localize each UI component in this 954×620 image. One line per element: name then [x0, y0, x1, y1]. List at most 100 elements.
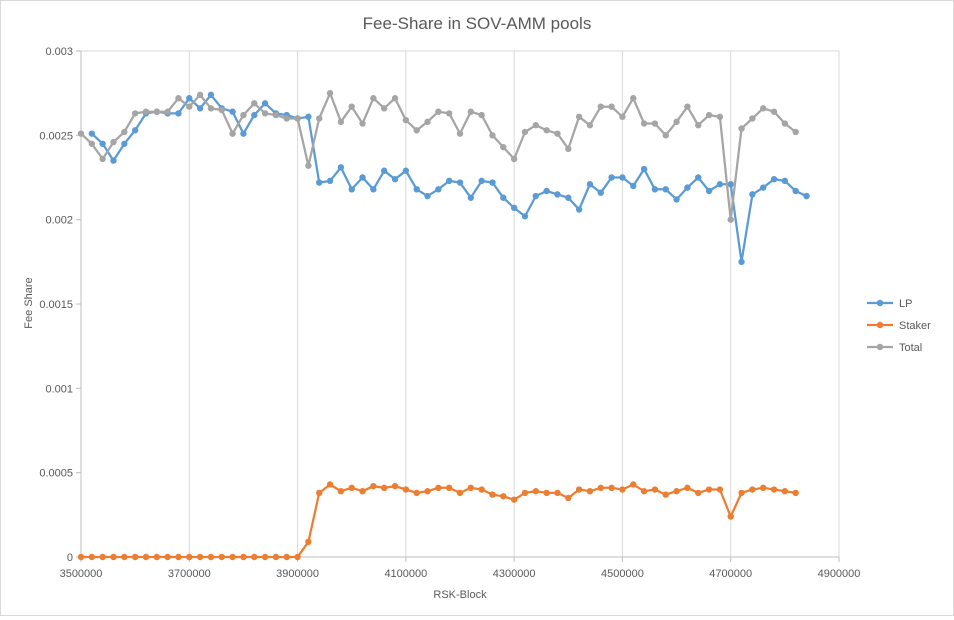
data-point-staker [294, 553, 301, 561]
data-point-total [370, 95, 377, 102]
legend-swatch-marker [876, 321, 884, 329]
legend-item-total: Total [867, 342, 922, 354]
data-point-lp [510, 204, 518, 212]
y-axis-title: Fee Share [23, 277, 35, 328]
data-point-lp [186, 95, 193, 102]
data-point-total [142, 108, 150, 115]
data-point-staker [435, 484, 442, 492]
data-point-lp [305, 113, 312, 120]
data-point-lp [521, 213, 529, 220]
data-point-lp [803, 192, 810, 200]
data-point-staker [478, 486, 485, 493]
data-point-lp [131, 127, 139, 134]
data-point-total [760, 105, 767, 112]
data-point-total [305, 162, 312, 169]
y-tick-label: 0.002 [45, 215, 73, 227]
data-point-staker [413, 489, 420, 497]
data-point-total [413, 127, 420, 134]
data-point-lp [207, 91, 215, 99]
data-point-lp [575, 206, 583, 213]
data-point-staker [316, 489, 323, 497]
data-point-staker [88, 553, 96, 561]
x-tick-label: 3500000 [60, 568, 103, 580]
data-point-lp [608, 174, 615, 181]
data-point-staker [142, 553, 150, 561]
data-point-lp [760, 184, 767, 191]
data-point-total [510, 155, 518, 163]
data-point-staker [121, 553, 128, 561]
data-point-total [283, 115, 290, 122]
data-point-lp [770, 175, 778, 183]
data-point-total [554, 130, 561, 137]
data-point-staker [99, 553, 106, 561]
data-point-staker [489, 491, 496, 498]
data-point-total [164, 108, 171, 115]
data-point-lp [651, 186, 659, 193]
data-point-lp [435, 186, 442, 193]
data-point-total [110, 138, 117, 146]
data-point-lp [749, 191, 756, 198]
data-point-staker [370, 482, 377, 490]
data-point-lp [792, 187, 799, 195]
data-point-lp [88, 130, 96, 137]
data-point-total [261, 110, 269, 117]
data-point-staker [695, 489, 702, 497]
data-point-total [402, 116, 410, 124]
data-point-lp [586, 181, 594, 188]
gridlines [81, 50, 840, 557]
data-point-staker [326, 481, 334, 488]
data-point-staker [565, 494, 572, 502]
data-point-staker [770, 486, 778, 493]
legend-item-staker: Staker [867, 320, 931, 332]
chart-title: Fee-Share in SOV-AMM pools [363, 14, 592, 33]
legend-label: Staker [899, 320, 931, 332]
data-point-staker [575, 486, 583, 493]
x-tick-label: 3700000 [168, 568, 211, 580]
series-layer [77, 89, 810, 561]
data-point-lp [359, 174, 366, 181]
data-point-total [99, 155, 106, 163]
data-point-total [121, 128, 128, 136]
x-axis-title: RSK-Block [433, 589, 487, 601]
data-point-lp [110, 157, 117, 164]
series-staker [77, 481, 799, 561]
data-point-staker [673, 488, 680, 495]
data-point-lp [727, 181, 734, 188]
x-tick-label: 4900000 [818, 568, 861, 580]
tick-labels: 0 0.0005 0.001 0.0015 0.002 0.0025 0.003 350000… [39, 46, 860, 580]
data-point-total [294, 115, 301, 122]
data-point-total [521, 128, 529, 136]
data-point-lp [261, 100, 269, 107]
data-point-staker [164, 553, 171, 561]
data-point-total [716, 113, 724, 120]
data-point-lp [316, 179, 323, 186]
legend-item-lp: LP [867, 298, 912, 310]
legend-label: Total [899, 342, 922, 354]
data-point-lp [251, 111, 258, 119]
x-tick-label: 4500000 [601, 568, 644, 580]
data-point-total [673, 118, 680, 126]
data-point-lp [348, 186, 355, 193]
data-point-total [456, 130, 464, 137]
x-tick-label: 3900000 [276, 568, 319, 580]
data-point-lp [229, 108, 236, 115]
x-tick-label: 4300000 [493, 568, 536, 580]
data-point-lp [630, 182, 637, 190]
y-tick-label: 0.0025 [39, 130, 73, 142]
data-point-total [792, 128, 799, 136]
legend: LP Staker Total [867, 298, 931, 354]
data-point-staker [348, 484, 355, 492]
data-point-total [316, 115, 323, 122]
data-point-total [781, 120, 789, 127]
data-point-total [749, 115, 756, 122]
data-point-staker [272, 553, 280, 561]
data-point-lp [391, 175, 399, 183]
data-point-total [586, 122, 594, 129]
legend-swatch-marker [876, 343, 884, 351]
data-point-total [727, 216, 734, 223]
data-point-staker [359, 488, 366, 495]
data-point-total [326, 89, 334, 97]
data-point-total [619, 113, 626, 120]
series-total [77, 89, 799, 223]
data-point-staker [229, 553, 236, 561]
